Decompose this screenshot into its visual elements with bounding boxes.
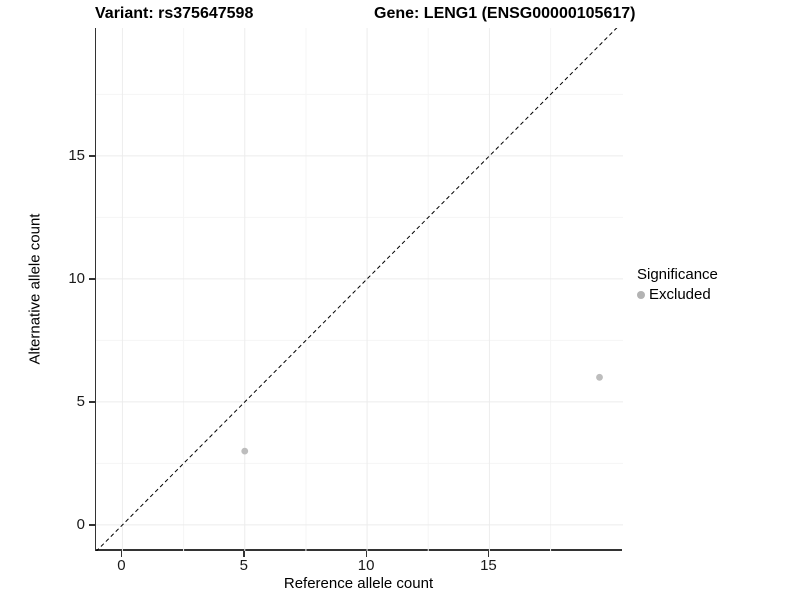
legend-key-dot xyxy=(637,290,645,299)
x-tick-mark xyxy=(487,551,490,557)
y-tick-label: 10 xyxy=(68,269,85,287)
data-point-excluded xyxy=(241,447,249,455)
y-tick-mark xyxy=(89,155,95,157)
y-axis-title: Alternative allele count xyxy=(26,213,44,365)
x-tick-label: 15 xyxy=(480,557,497,574)
plot-title-gene: Gene: LENG1 (ENSG00000105617) xyxy=(374,5,636,22)
plot-title-variant: Variant: rs375647598 xyxy=(95,5,254,22)
x-tick-mark xyxy=(243,551,245,557)
legend-item-excluded: Excluded xyxy=(637,286,718,303)
legend-title: Significance xyxy=(637,266,718,283)
y-tick-mark xyxy=(89,401,95,403)
x-tick-mark xyxy=(365,551,368,557)
identity-line xyxy=(96,28,618,551)
x-tick-label: 5 xyxy=(239,557,248,574)
x-tick-mark xyxy=(120,551,123,557)
y-tick-mark xyxy=(89,278,95,280)
x-tick-label: 0 xyxy=(117,557,126,574)
x-axis-title: Reference allele count xyxy=(283,575,434,592)
data-point-excluded xyxy=(596,373,603,381)
plot-panel xyxy=(95,28,623,551)
legend-item-label: Excluded xyxy=(649,286,711,303)
x-tick-label: 10 xyxy=(357,557,375,574)
plot-canvas xyxy=(96,28,623,551)
legend: Significance Excluded xyxy=(637,266,718,303)
y-tick-mark xyxy=(89,524,95,526)
y-tick-label: 15 xyxy=(68,146,85,164)
y-tick-label: 5 xyxy=(76,392,85,410)
y-tick-label: 0 xyxy=(76,515,85,533)
